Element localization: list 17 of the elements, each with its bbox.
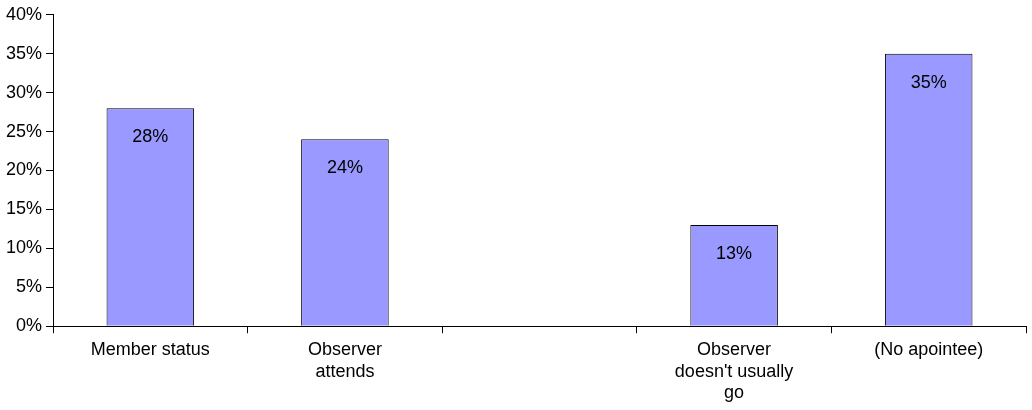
y-tick-label: 5% xyxy=(16,276,43,297)
data-label: 35% xyxy=(910,71,947,92)
y-tick-label: 40% xyxy=(6,3,43,24)
y-tick-label: 15% xyxy=(6,198,43,219)
y-tick-label: 20% xyxy=(6,159,43,180)
x-tick-label: Observer doesn't usually go xyxy=(674,338,794,403)
data-label: 28% xyxy=(132,126,169,147)
x-tick-label: Member status xyxy=(90,338,210,359)
data-label: 13% xyxy=(716,242,753,263)
y-tick-label: 0% xyxy=(16,315,43,336)
x-tick-label: Observer attends xyxy=(307,338,382,381)
y-tick-label: 25% xyxy=(6,120,43,141)
y-tick-label: 10% xyxy=(6,237,43,258)
data-label: 24% xyxy=(326,157,363,178)
x-tick-label: (No apointee) xyxy=(874,338,984,359)
y-tick-label: 35% xyxy=(6,42,43,63)
y-tick-label: 30% xyxy=(6,81,43,102)
